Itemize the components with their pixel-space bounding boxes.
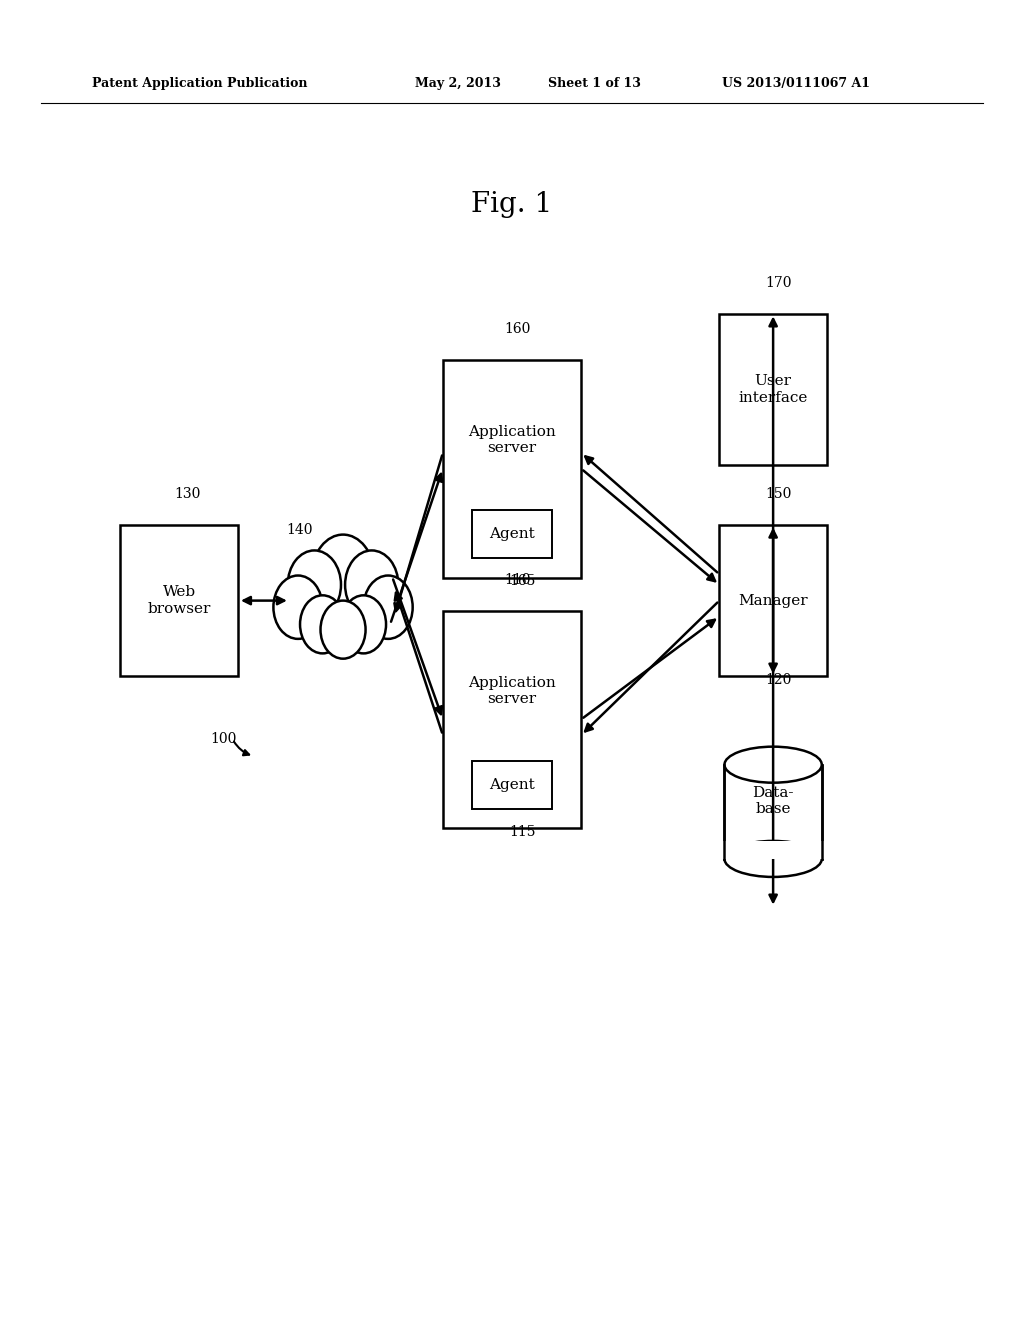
Bar <box>725 764 821 859</box>
Circle shape <box>288 550 341 619</box>
Circle shape <box>364 576 413 639</box>
Circle shape <box>300 595 345 653</box>
Circle shape <box>345 550 398 619</box>
Text: May 2, 2013: May 2, 2013 <box>415 77 501 90</box>
Bar <box>721 841 825 859</box>
Bar <box>472 510 552 558</box>
Ellipse shape <box>725 841 821 876</box>
Bar <box>442 610 582 829</box>
Text: Fig. 1: Fig. 1 <box>471 191 553 218</box>
Circle shape <box>273 576 323 639</box>
Bar <box>719 524 827 676</box>
Text: User
interface: User interface <box>738 375 808 404</box>
Text: 140: 140 <box>287 523 313 537</box>
Text: Web
browser: Web browser <box>147 586 211 615</box>
Text: 160: 160 <box>504 322 530 335</box>
Text: Patent Application Publication: Patent Application Publication <box>92 77 307 90</box>
Text: Application
server: Application server <box>468 676 556 706</box>
Text: Data-
base: Data- base <box>753 787 794 816</box>
Circle shape <box>341 595 386 653</box>
Text: Agent: Agent <box>489 777 535 792</box>
Bar <box>472 760 552 809</box>
Text: 100: 100 <box>210 731 237 746</box>
Text: 170: 170 <box>765 276 792 290</box>
Text: 110: 110 <box>504 573 530 586</box>
Text: Agent: Agent <box>489 527 535 541</box>
Bar <box>442 359 582 578</box>
Text: 115: 115 <box>509 825 536 838</box>
Text: Manager: Manager <box>738 594 808 607</box>
Text: 130: 130 <box>174 487 201 500</box>
Text: 150: 150 <box>765 487 792 500</box>
Text: Application
server: Application server <box>468 425 556 455</box>
Circle shape <box>312 535 374 614</box>
Bar <box>121 524 238 676</box>
Text: US 2013/0111067 A1: US 2013/0111067 A1 <box>722 77 870 90</box>
Text: 120: 120 <box>765 673 792 686</box>
Text: 165: 165 <box>509 574 536 587</box>
Circle shape <box>321 601 366 659</box>
Text: Sheet 1 of 13: Sheet 1 of 13 <box>548 77 641 90</box>
Bar <box>719 314 827 466</box>
Ellipse shape <box>725 747 821 783</box>
